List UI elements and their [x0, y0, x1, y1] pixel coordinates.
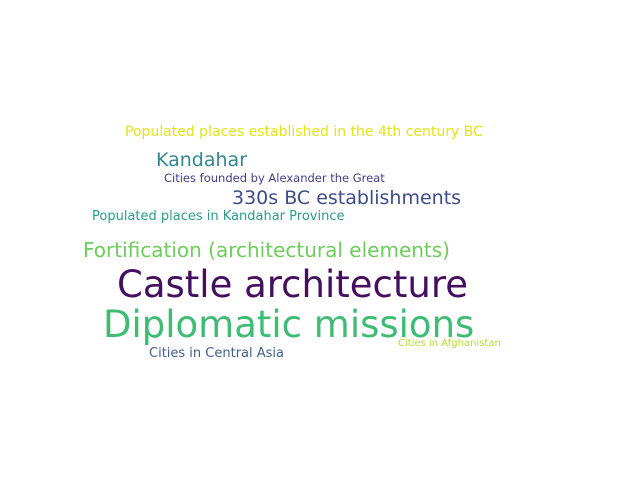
word-fortification: Fortification (architectural elements) — [83, 238, 450, 262]
word-cities-founded-by-alexander: Cities founded by Alexander the Great — [164, 171, 385, 185]
word-populated-places-4th-century-bc: Populated places established in the 4th … — [125, 124, 483, 140]
word-cities-in-afghanistan: Cities in Afghanistan — [398, 338, 501, 349]
word-330s-bc-establishments: 330s BC establishments — [232, 187, 462, 209]
word-diplomatic-missions: Diplomatic missions — [103, 303, 475, 346]
word-cities-in-central-asia: Cities in Central Asia — [149, 346, 284, 361]
word-populated-places-kandahar-province: Populated places in Kandahar Province — [92, 209, 345, 224]
word-castle-architecture: Castle architecture — [117, 263, 468, 306]
word-kandahar: Kandahar — [156, 149, 248, 171]
